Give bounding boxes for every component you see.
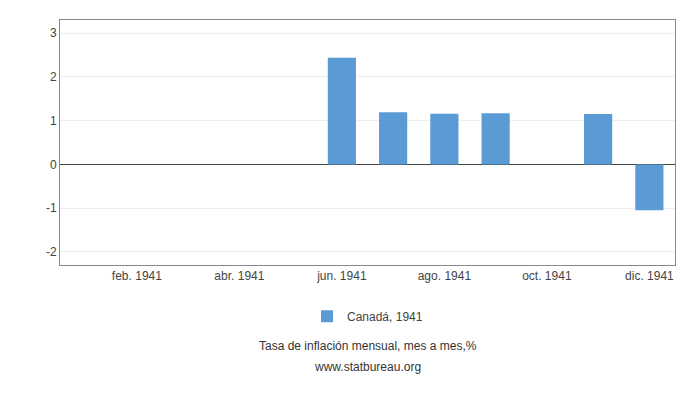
svg-text:Tasa de inflación mensual, mes: Tasa de inflación mensual, mes a mes,% (259, 339, 477, 353)
svg-text:3: 3 (50, 26, 57, 40)
svg-text:-1: -1 (46, 201, 57, 215)
svg-text:oct. 1941: oct. 1941 (522, 269, 572, 283)
svg-text:dic. 1941: dic. 1941 (625, 269, 674, 283)
svg-text:feb. 1941: feb. 1941 (112, 269, 162, 283)
svg-text:-2: -2 (46, 245, 57, 259)
svg-text:0: 0 (50, 158, 57, 172)
svg-text:ago. 1941: ago. 1941 (418, 269, 472, 283)
svg-text:jun. 1941: jun. 1941 (316, 269, 367, 283)
svg-text:abr. 1941: abr. 1941 (214, 269, 264, 283)
svg-text:2: 2 (50, 70, 57, 84)
svg-text:Canadá, 1941: Canadá, 1941 (347, 310, 423, 324)
svg-text:www.statbureau.org: www.statbureau.org (314, 360, 421, 374)
svg-text:1: 1 (50, 114, 57, 128)
